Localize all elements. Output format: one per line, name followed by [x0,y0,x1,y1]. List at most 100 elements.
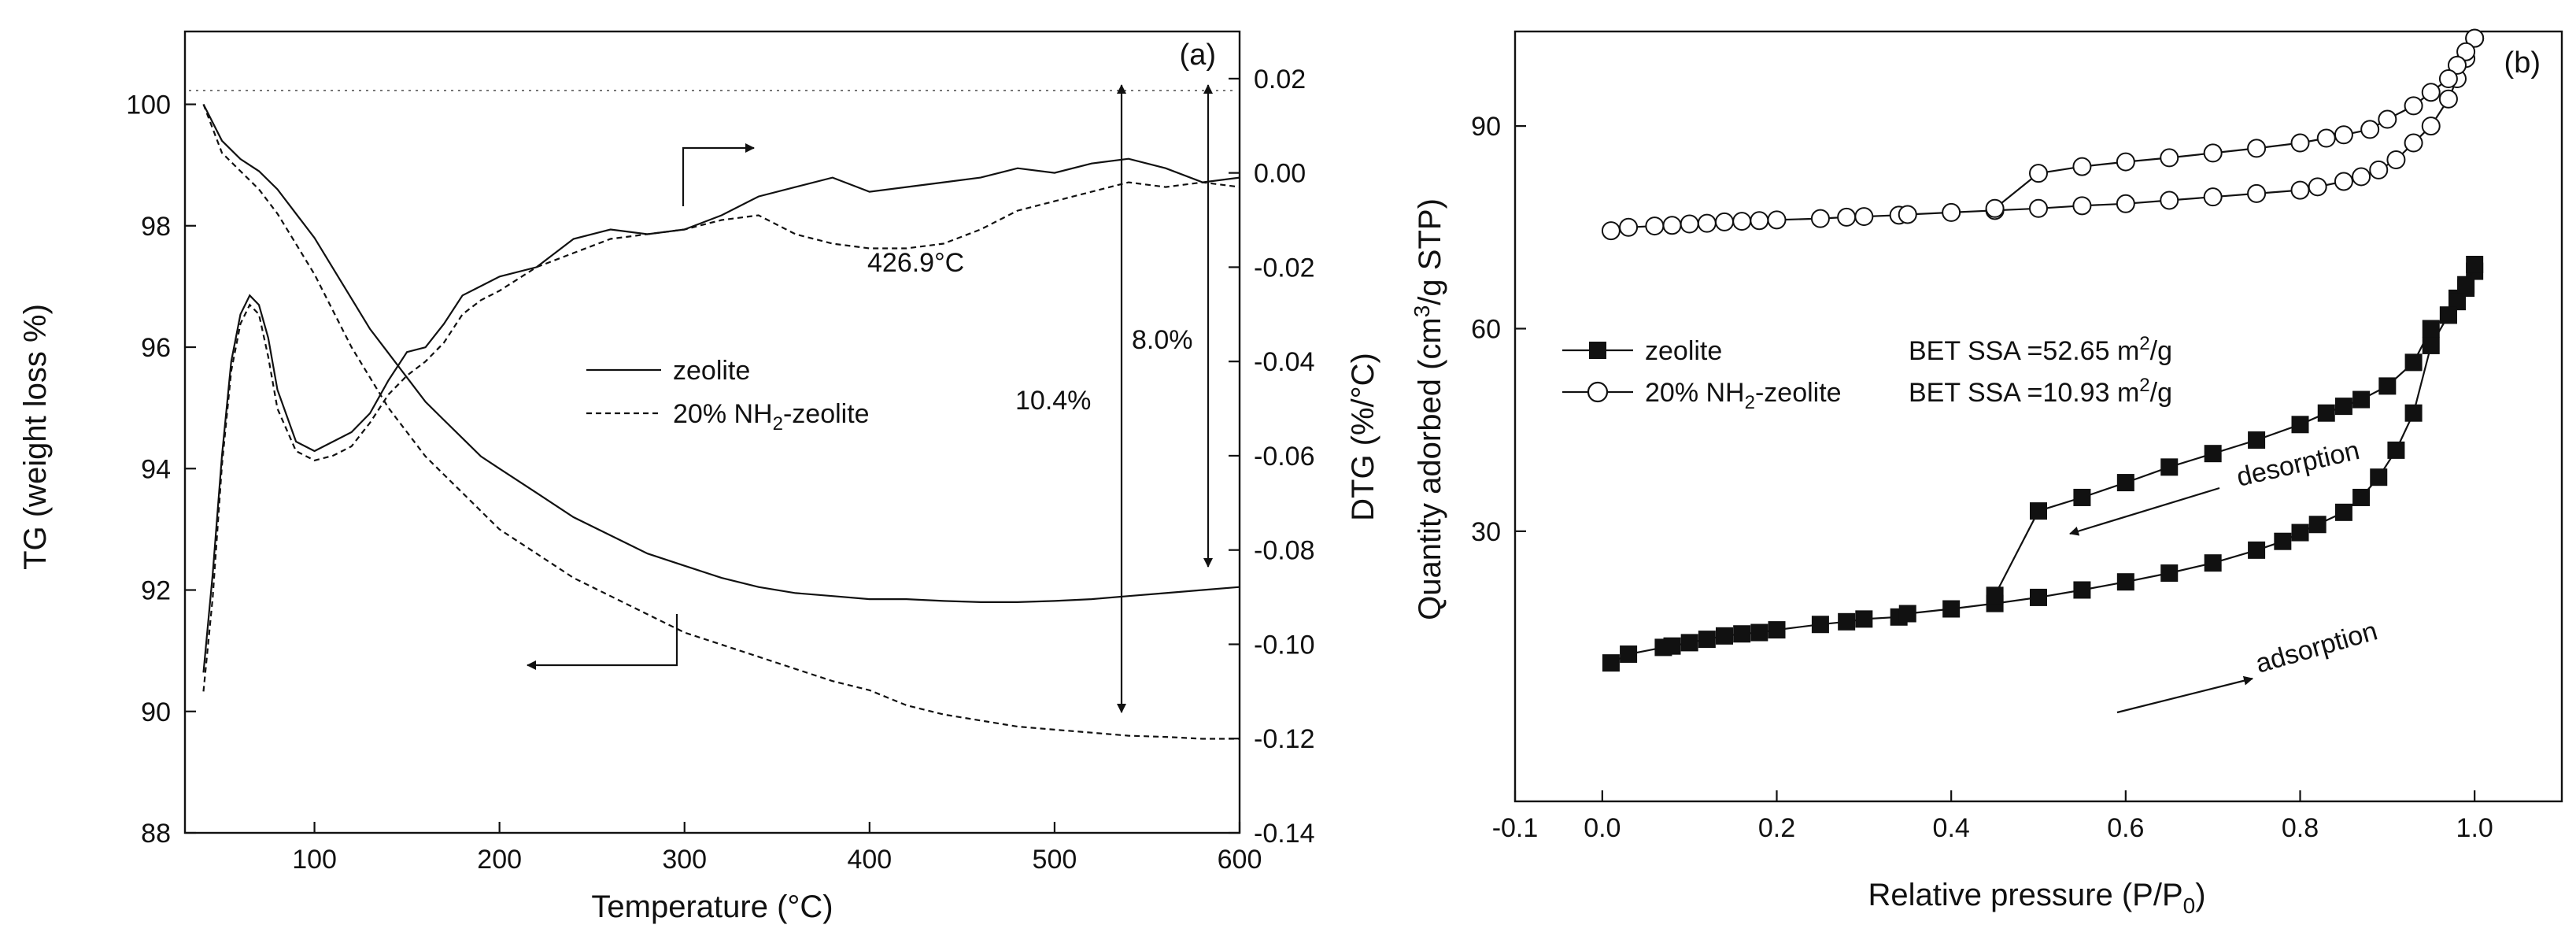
data-point-square [2404,404,2423,422]
y-tick-label-right-a: -0.14 [1254,819,1315,849]
y-tick-label-left-a: 98 [141,212,171,242]
x-tick-label-b: 1.0 [2456,813,2493,843]
data-point-circle [1750,211,1769,231]
y-axis-label-right-a: DTG (%/°C) [1346,353,1380,521]
data-point-square [2422,320,2440,338]
data-point-circle [2290,133,2310,153]
y-tick-label-left-a: 100 [126,91,171,120]
data-point-circle [2247,183,2267,203]
data-point-square [1768,621,1786,639]
y-axis-label-b: Quantity adorbed (cm3/g STP) [1410,198,1447,620]
axis-ticks-b: -0.1 0.0 0.2 0.4 0.6 0.8 1.0 30 60 90 [1471,112,2493,843]
y-axis-label-left-a: TG (weight loss %) [18,304,53,570]
data-point-square [2448,293,2466,311]
arrow-desorption [2069,486,2220,536]
data-point-circle [2438,89,2458,109]
data-point-square [2160,458,2179,476]
data-point-square [2274,532,2292,550]
annotation-loss-nh2: 10.4% [1015,386,1091,416]
y-tick-label-right-a: -0.02 [1254,253,1315,283]
series-line-tg-zeolite [202,104,1240,603]
data-point-circle [2404,96,2423,116]
plot-frame-b [1513,30,2563,803]
x-tick-label-b: 0.8 [2282,813,2319,843]
data-point-square [2030,502,2047,520]
data-point-circle [2316,128,2336,148]
data-point-square [2352,390,2371,409]
legend-label-nh2-zeolite: 20% NH2-zeolite [673,399,870,435]
x-axis-label-a: Temperature (°C) [591,890,833,924]
data-point-square [2073,488,2091,506]
legend-label-nh2-zeolite-b: 20% NH2-zeolite [1645,378,1842,413]
y-tick-label-b: 30 [1471,517,1501,547]
data-point-square [1716,627,1733,645]
x-tick-label-b: 0.0 [1584,813,1621,843]
y-tick-label-left-a: 94 [141,454,171,484]
data-point-square [1898,605,1916,623]
data-point-circle [1680,214,1699,234]
data-point-square [2204,445,2222,463]
data-point-square [1620,645,1638,663]
data-point-circle [2072,157,2092,176]
data-point-circle [1732,212,1752,231]
data-point-circle [2308,177,2327,197]
data-point-circle [2438,69,2458,89]
data-point-circle [2421,83,2441,102]
data-point-square [1811,616,1829,634]
annotation-loss-zeolite: 8.0% [1132,325,1193,355]
data-point-circle [2404,133,2423,153]
data-point-circle [2334,125,2353,145]
x-tick-label-a: 300 [662,845,707,875]
data-point-circle [1767,210,1787,230]
data-point-circle [1985,198,2005,218]
y-tick-label-left-a: 96 [141,333,171,363]
data-point-square [2387,441,2405,459]
data-point-circle [1645,216,1665,236]
data-point-square [1680,634,1698,652]
data-point-circle [1854,207,1874,227]
panel-label-a: (a) [1180,39,1216,72]
panel-label-b: (b) [2504,46,2541,80]
data-point-square [2370,468,2388,486]
x-axis-label-b: Relative pressure (P/P0) [1868,878,2205,918]
data-point-circle [2448,55,2467,75]
y-tick-label-left-a: 90 [141,697,171,727]
series-group-a [202,104,1240,740]
legend-marker-filled-square [1589,342,1606,359]
y-tick-label-right-a: -0.04 [1254,347,1315,377]
data-point-circle [1837,207,1857,227]
y-tick-label-b: 60 [1471,314,1501,344]
data-point-square [2204,554,2222,572]
data-point-square [2317,404,2335,422]
data-point-square [2352,488,2371,506]
data-point-circle [1662,216,1682,235]
x-tick-label-b: 0.6 [2107,813,2144,843]
data-point-square [1855,610,1873,628]
chart-panel-a: 100 200 300 400 500 600 88 90 92 94 96 98 100 -0.14 -0… [18,30,1380,924]
data-point-circle [2421,117,2441,136]
data-point-square [2457,279,2475,297]
data-point-square [1663,637,1681,655]
legend-b: zeolite BET SSA =52.65 m2/g 20% NH2-zeol… [1562,333,2172,413]
series-line-dtg-nh2-zeolite [202,181,1240,692]
y-tick-label-left-a: 92 [141,576,171,606]
data-point-square [2439,306,2457,324]
legend-label-zeolite-b: zeolite [1645,336,1722,366]
annotation-peak-temperature: 426.9°C [867,248,964,278]
y-tick-label-left-a: 88 [141,819,171,849]
data-point-square [1750,623,1768,642]
data-point-square [1986,586,2004,605]
data-point-square [2291,416,2309,434]
data-point-circle [1898,205,1917,224]
legend-label-zeolite: zeolite [673,356,750,386]
data-point-square [2466,255,2484,273]
data-point-circle [2378,109,2397,129]
data-point-circle [2160,191,2179,210]
data-point-circle [2072,196,2092,216]
data-point-square [2291,523,2309,542]
x-tick-label-a: 500 [1033,845,1077,875]
data-point-square [2116,573,2134,591]
data-point-square [1733,625,1751,643]
data-point-circle [1942,202,1961,222]
